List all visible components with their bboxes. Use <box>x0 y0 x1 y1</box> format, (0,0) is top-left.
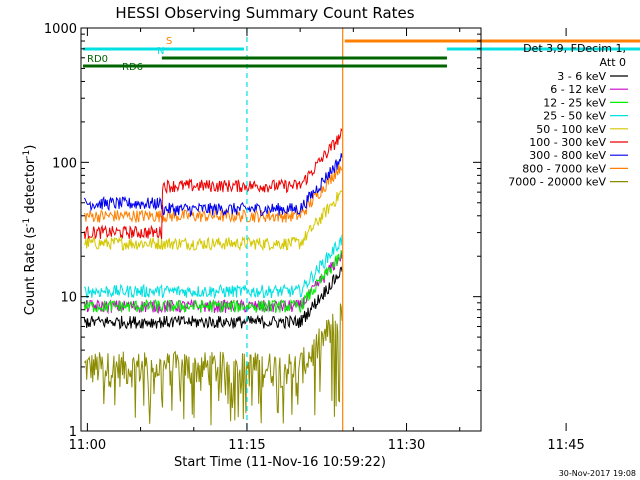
series-line-3 <box>83 234 343 300</box>
y-tick-label: 100 <box>52 156 77 171</box>
series-line-4 <box>83 190 343 252</box>
legend-label: 7000 - 20000 keV <box>508 176 606 189</box>
y-axis-label-mid: detector <box>23 158 38 218</box>
y-axis-ticks: 1 10 100 1000 <box>44 22 481 440</box>
series-line-0 <box>83 266 343 330</box>
series-line-2 <box>83 249 343 314</box>
legend-label: 6 - 12 keV <box>550 83 606 96</box>
x-axis-label: Start Time (11-Nov-16 10:59:22) <box>174 455 386 470</box>
legend-label: 3 - 6 keV <box>557 70 606 83</box>
x-tick-label: 11:00 <box>69 438 106 453</box>
series-line-8 <box>83 303 343 426</box>
y-tick-label: 1 <box>69 425 77 440</box>
x-tick-label: 11:30 <box>388 438 425 453</box>
x-tick-label: 11:45 <box>547 438 584 453</box>
timestamp: 30-Nov-2017 19:08 <box>559 469 636 478</box>
series-line-5 <box>83 127 343 240</box>
legend-label: 50 - 100 keV <box>536 123 606 136</box>
flag-label-s: S <box>166 36 172 47</box>
plot-area: RD0 RD6 SN <box>83 28 640 431</box>
chart-title: HESSI Observing Summary Count Rates <box>115 4 414 22</box>
legend-header-line1: Det 3,9, FDecim 1, <box>523 42 626 55</box>
legend-label: 300 - 800 keV <box>529 149 606 162</box>
legend-label: 25 - 50 keV <box>543 110 606 123</box>
y-axis-label-end: ) <box>23 145 38 150</box>
y-axis-label-main: Count Rate (s <box>23 227 38 316</box>
y-axis-label-sup1: -1 <box>22 218 32 227</box>
flag-label-rd0: RD0 <box>87 54 108 65</box>
legend-label: 100 - 300 keV <box>529 136 606 149</box>
legend-label: 12 - 25 keV <box>543 96 606 109</box>
flag-label-n: N <box>157 46 164 57</box>
y-tick-label: 10 <box>60 291 77 306</box>
series-line-6 <box>83 153 343 218</box>
y-axis-label-sup2: -1 <box>22 150 32 159</box>
series-line-7 <box>83 162 343 224</box>
legend-header-line2: Att 0 <box>600 56 626 69</box>
legend-label: 800 - 7000 keV <box>522 162 606 175</box>
plot-frame <box>80 27 482 432</box>
x-tick-label: 11:15 <box>228 438 265 453</box>
y-tick-label: 1000 <box>44 22 77 37</box>
y-axis-label: Count Rate (s-1 detector-1) <box>22 145 38 316</box>
flag-label-rd6: RD6 <box>122 62 143 73</box>
